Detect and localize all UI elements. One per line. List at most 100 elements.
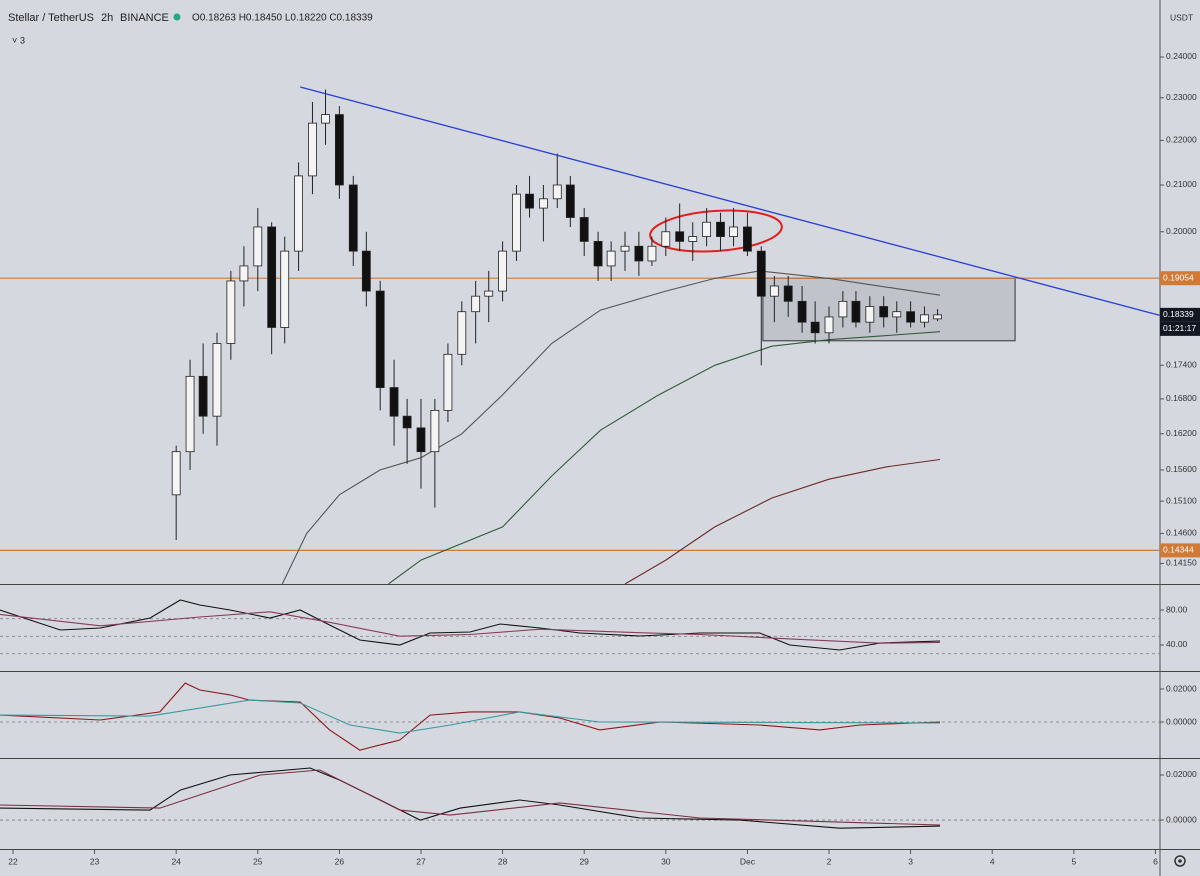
candle-body — [906, 311, 916, 323]
candle-body — [702, 221, 712, 237]
pane — [0, 767, 1160, 829]
ohlc: O0.18263 H0.18450 L0.18220 C0.18339 — [192, 13, 373, 24]
candle-body — [933, 314, 942, 320]
candle-body — [539, 198, 548, 209]
x-tick-label: 29 — [579, 856, 589, 866]
candle-body — [348, 184, 358, 252]
candle-body — [634, 245, 644, 262]
candle-body — [471, 295, 481, 313]
y-tick-label: 0.02000 — [1166, 683, 1197, 693]
candle-body — [593, 240, 603, 267]
price-tag-label: 0.18339 — [1163, 309, 1194, 319]
moving-average — [388, 331, 941, 584]
x-tick-label: 2 — [827, 856, 832, 866]
x-tick-label: 5 — [1071, 856, 1076, 866]
x-tick-label: 30 — [661, 856, 671, 866]
y-tick-label: 0.16200 — [1166, 428, 1197, 438]
candle-body — [743, 226, 752, 252]
candle-body — [892, 311, 902, 318]
candle-body — [389, 387, 399, 417]
indicator-toggle[interactable]: ˅ — [12, 35, 17, 45]
candle-body — [579, 217, 589, 242]
candle-body — [375, 290, 385, 388]
candle-body — [797, 300, 807, 323]
candle-body — [756, 250, 766, 297]
countdown-label: 01:21:17 — [1163, 323, 1196, 333]
y-tick-label: 0.16800 — [1166, 393, 1197, 403]
y-tick-label: 0.23000 — [1166, 92, 1197, 102]
candle-body — [402, 415, 412, 429]
candle-body — [661, 231, 671, 247]
candle-body — [716, 221, 725, 237]
highlight-ellipse — [649, 209, 783, 253]
price-tag — [1160, 307, 1200, 322]
interval: 2h — [101, 12, 113, 24]
price-tag-label: 0.14344 — [1163, 545, 1194, 555]
candle-body — [729, 226, 738, 237]
candle-body — [552, 184, 562, 200]
candle-body — [308, 122, 317, 177]
x-tick-label: 24 — [171, 856, 181, 866]
status-dot — [173, 13, 181, 21]
x-tick-label: 25 — [253, 856, 263, 866]
y-tick-label: 0.22000 — [1166, 135, 1197, 145]
candle-body — [620, 245, 630, 252]
y-tick-label: 0.17400 — [1166, 360, 1197, 370]
candle-body — [443, 353, 453, 411]
candle-body — [361, 250, 371, 292]
indicator-line — [0, 767, 941, 829]
candle-body — [334, 114, 344, 186]
candle-body — [879, 306, 889, 318]
indicator-line — [0, 611, 941, 644]
candle-body — [185, 375, 195, 453]
candle-body — [321, 114, 330, 124]
candle-body — [851, 300, 861, 323]
x-tick-label: 23 — [90, 856, 100, 866]
x-tick-label: 27 — [416, 856, 426, 866]
y-tick-label: 0.14600 — [1166, 528, 1197, 538]
y-tick-label: 0.00000 — [1166, 716, 1197, 726]
moving-average — [281, 270, 941, 584]
moving-average — [624, 458, 941, 584]
price-tag — [1160, 271, 1200, 286]
y-tick-label: 0.15100 — [1166, 495, 1197, 505]
y-tick-label: 80.00 — [1166, 604, 1188, 614]
candle-body — [838, 300, 848, 318]
indicator-line — [0, 599, 941, 651]
candle-body — [239, 265, 249, 282]
pane — [0, 599, 1160, 655]
exchange: BINANCE — [120, 12, 169, 24]
candle-body — [280, 250, 290, 328]
candle-body — [267, 226, 277, 328]
candle-body — [226, 280, 236, 344]
candle-body — [484, 290, 494, 297]
indicator-line — [0, 699, 941, 734]
candle-body — [647, 245, 657, 262]
candle-body — [783, 285, 793, 302]
currency: USDT — [1170, 12, 1193, 22]
candle-body — [688, 236, 698, 242]
y-tick-label: 0.02000 — [1166, 769, 1197, 779]
x-tick-label: 3 — [908, 856, 913, 866]
x-tick-label: 28 — [498, 856, 508, 866]
y-tick-label: 40.00 — [1166, 639, 1188, 649]
x-tick-label: 22 — [8, 856, 18, 866]
candle-body — [498, 250, 507, 292]
candle-body — [824, 316, 834, 334]
candle-body — [198, 375, 208, 417]
x-tick-label: Dec — [740, 856, 756, 866]
candle-body — [457, 311, 467, 355]
settings-icon[interactable] — [1174, 855, 1186, 867]
indicator-line — [0, 682, 941, 751]
pane — [0, 682, 1160, 751]
candle-body — [212, 343, 222, 417]
candle-body — [675, 231, 685, 242]
candle-body — [294, 175, 303, 252]
candle-body — [920, 314, 929, 323]
candle-body — [171, 451, 181, 496]
candle-body — [253, 226, 263, 267]
x-tick-label: 6 — [1153, 856, 1158, 866]
